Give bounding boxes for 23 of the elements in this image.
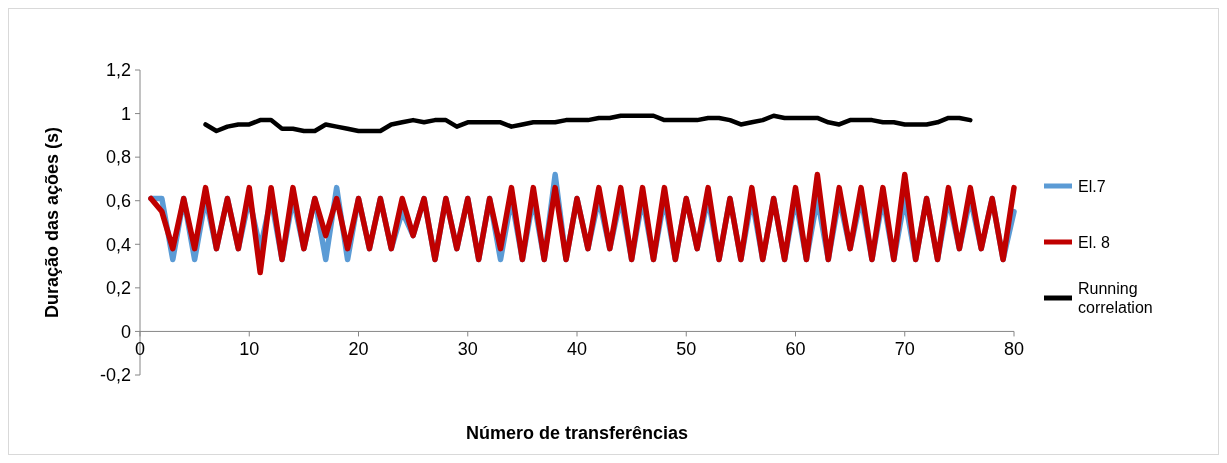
y-tick-label: -0,2 — [99, 365, 131, 386]
x-tick-label: 50 — [676, 339, 697, 360]
y-tick-label: 1,2 — [105, 60, 131, 81]
x-tick-label: 60 — [785, 339, 806, 360]
x-tick-label: 70 — [894, 339, 915, 360]
x-tick-label: 80 — [1003, 339, 1025, 360]
x-tick-label: 30 — [457, 339, 478, 360]
y-tick-label: 0,6 — [105, 191, 131, 212]
line-series — [203, 113, 973, 134]
x-tick-label: 10 — [239, 339, 260, 360]
x-tick-label: 40 — [566, 339, 588, 360]
legend-label: Running correlation — [1078, 280, 1153, 317]
x-axis-title: Número de transferências — [465, 423, 689, 443]
y-tick-label: 1 — [120, 103, 131, 124]
y-tick-label: 0,2 — [105, 278, 131, 299]
legend-label: El. 8 — [1078, 233, 1111, 251]
y-tick-label: 0,8 — [105, 147, 131, 168]
y-tick-label: 0 — [120, 321, 131, 342]
y-axis-title: Duração das ações (s) — [42, 126, 62, 319]
y-tick-label: 0,4 — [105, 234, 131, 255]
x-tick-label: 20 — [348, 339, 369, 360]
legend-label: El.7 — [1078, 177, 1106, 195]
x-tick-label: 0 — [134, 339, 146, 360]
